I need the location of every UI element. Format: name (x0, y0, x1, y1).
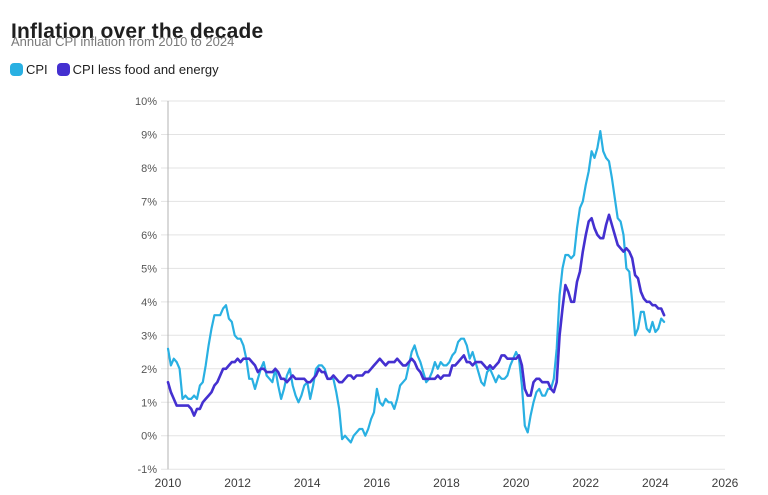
svg-text:8%: 8% (141, 163, 157, 175)
page-subtitle: Annual CPI inflation from 2010 to 2024 (11, 34, 235, 49)
chart-legend: CPI CPI less food and energy (10, 62, 219, 77)
legend-label-core-cpi: CPI less food and energy (72, 62, 219, 77)
page-title: Inflation over the decade (11, 20, 264, 44)
svg-text:2016: 2016 (364, 476, 391, 490)
svg-text:5%: 5% (141, 263, 157, 275)
svg-text:2012: 2012 (224, 476, 251, 490)
svg-text:2026: 2026 (712, 476, 739, 490)
core-cpi-series-swatch-icon (56, 63, 70, 76)
svg-text:2020: 2020 (503, 476, 530, 490)
svg-text:2024: 2024 (642, 476, 669, 490)
svg-text:7%: 7% (141, 196, 157, 208)
svg-text:0%: 0% (141, 431, 157, 443)
cpi-series-swatch-icon (10, 63, 23, 76)
svg-text:2%: 2% (141, 364, 157, 376)
svg-text:3%: 3% (141, 330, 157, 342)
svg-text:6%: 6% (141, 230, 157, 242)
svg-text:2014: 2014 (294, 476, 321, 490)
svg-text:-1%: -1% (137, 464, 157, 476)
svg-text:4%: 4% (141, 297, 157, 309)
svg-text:2022: 2022 (572, 476, 599, 490)
svg-text:9%: 9% (141, 129, 157, 141)
svg-text:2010: 2010 (155, 476, 182, 490)
legend-item-cpi[interactable]: CPI (10, 62, 48, 77)
svg-text:10%: 10% (135, 96, 157, 108)
svg-text:2018: 2018 (433, 476, 460, 490)
svg-text:1%: 1% (141, 397, 157, 409)
legend-item-core-cpi[interactable]: CPI less food and energy (56, 62, 219, 77)
legend-label-cpi: CPI (26, 62, 48, 77)
